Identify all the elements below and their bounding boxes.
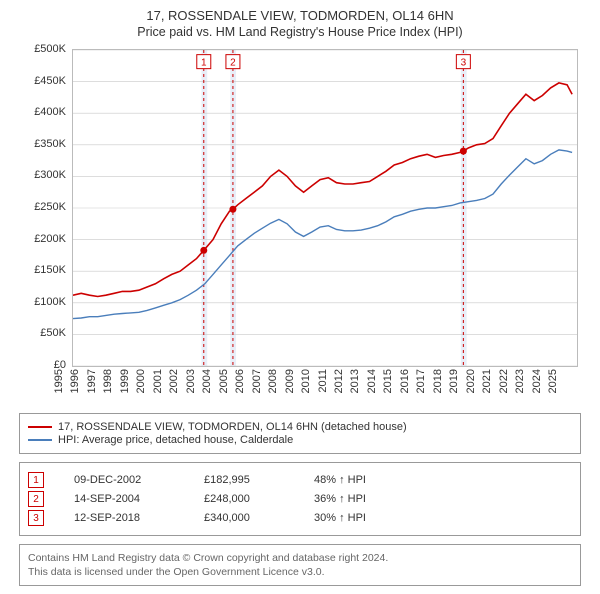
transaction-pct: 48% ↑ HPI xyxy=(314,474,424,486)
plot-area: 1 2 3 xyxy=(72,49,578,367)
legend-box: 17, ROSSENDALE VIEW, TODMORDEN, OL14 6HN… xyxy=(19,413,581,454)
chart-svg: 1 2 3 xyxy=(73,50,577,366)
y-axis-label: £350K xyxy=(20,138,66,150)
transactions-box: 1 09-DEC-2002 £182,995 48% ↑ HPI 2 14-SEP-200… xyxy=(19,462,581,536)
legend-swatch xyxy=(28,426,52,428)
chart-title-block: 17, ROSSENDALE VIEW, TODMORDEN, OL14 6HN… xyxy=(8,8,592,39)
svg-text:1: 1 xyxy=(201,58,207,69)
chart-container: 123 £0£50K£100K£150K£200K£250K£300K£350K… xyxy=(20,45,580,405)
chart-title: 17, ROSSENDALE VIEW, TODMORDEN, OL14 6HN xyxy=(8,8,592,23)
transaction-marker: 3 xyxy=(28,510,44,526)
legend-swatch xyxy=(28,439,52,441)
svg-text:3: 3 xyxy=(461,58,467,69)
transaction-price: £248,000 xyxy=(204,493,284,505)
transaction-pct: 36% ↑ HPI xyxy=(314,493,424,505)
transaction-date: 12-SEP-2018 xyxy=(74,512,174,524)
legend-label: HPI: Average price, detached house, Cald… xyxy=(58,434,293,446)
y-axis-label: £300K xyxy=(20,169,66,181)
copyright-line-2: This data is licensed under the Open Gov… xyxy=(28,565,572,579)
legend-label: 17, ROSSENDALE VIEW, TODMORDEN, OL14 6HN… xyxy=(58,421,407,433)
transaction-row: 3 12-SEP-2018 £340,000 30% ↑ HPI xyxy=(28,510,572,526)
transaction-pct: 30% ↑ HPI xyxy=(314,512,424,524)
y-axis-label: £400K xyxy=(20,106,66,118)
y-axis-label: £500K xyxy=(20,43,66,55)
copyright-line-1: Contains HM Land Registry data © Crown c… xyxy=(28,551,572,565)
y-axis-label: £50K xyxy=(20,327,66,339)
y-axis-label: £200K xyxy=(20,233,66,245)
transaction-date: 14-SEP-2004 xyxy=(74,493,174,505)
y-axis-label: £450K xyxy=(20,75,66,87)
y-axis-label: £100K xyxy=(20,296,66,308)
transaction-row: 1 09-DEC-2002 £182,995 48% ↑ HPI xyxy=(28,472,572,488)
copyright-box: Contains HM Land Registry data © Crown c… xyxy=(19,544,581,586)
transaction-date: 09-DEC-2002 xyxy=(74,474,174,486)
chart-subtitle: Price paid vs. HM Land Registry's House … xyxy=(8,25,592,39)
transaction-price: £340,000 xyxy=(204,512,284,524)
legend-row: 17, ROSSENDALE VIEW, TODMORDEN, OL14 6HN… xyxy=(28,421,572,433)
transaction-marker: 1 xyxy=(28,472,44,488)
x-axis-label: 2025 xyxy=(547,369,585,393)
svg-text:2: 2 xyxy=(230,58,236,69)
y-axis-label: £250K xyxy=(20,201,66,213)
transaction-price: £182,995 xyxy=(204,474,284,486)
transaction-row: 2 14-SEP-2004 £248,000 36% ↑ HPI xyxy=(28,491,572,507)
transaction-marker: 2 xyxy=(28,491,44,507)
y-axis-label: £150K xyxy=(20,264,66,276)
legend-row: HPI: Average price, detached house, Cald… xyxy=(28,434,572,446)
